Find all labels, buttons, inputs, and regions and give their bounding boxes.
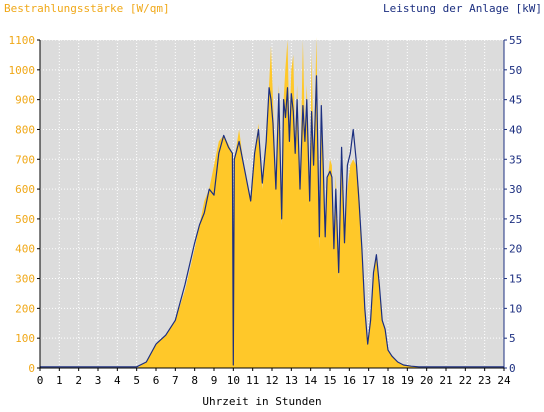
right-tick-label: 40 (509, 123, 522, 136)
x-tick-label: 11 (246, 374, 259, 387)
x-tick-label: 10 (227, 374, 240, 387)
left-tick-label: 600 (15, 183, 35, 196)
left-tick-label: 400 (15, 243, 35, 256)
right-tick-label: 35 (509, 153, 522, 166)
x-tick-label: 14 (304, 374, 318, 387)
left-tick-label: 700 (15, 153, 35, 166)
x-tick-label: 20 (420, 374, 433, 387)
x-tick-label: 4 (114, 374, 121, 387)
irradiance-area (40, 37, 504, 368)
left-tick-label: 300 (15, 273, 35, 286)
right-tick-label: 15 (509, 273, 522, 286)
right-tick-label: 30 (509, 183, 522, 196)
left-tick-label: 1100 (9, 34, 36, 47)
x-tick-label: 16 (343, 374, 356, 387)
right-axis-title: Leistung der Anlage [kW] (383, 2, 542, 15)
x-tick-label: 21 (439, 374, 452, 387)
right-tick-label: 25 (509, 213, 522, 226)
x-tick-label: 18 (381, 374, 394, 387)
x-tick-label: 13 (285, 374, 298, 387)
x-tick-label: 23 (478, 374, 491, 387)
left-tick-label: 200 (15, 302, 35, 315)
right-tick-label: 0 (509, 362, 516, 375)
right-tick-label: 50 (509, 64, 522, 77)
left-tick-label: 900 (15, 94, 35, 107)
x-tick-label: 8 (191, 374, 198, 387)
x-tick-label: 3 (95, 374, 102, 387)
x-tick-label: 17 (362, 374, 375, 387)
x-tick-label: 5 (133, 374, 140, 387)
left-tick-label: 800 (15, 123, 35, 136)
x-tick-label: 2 (75, 374, 82, 387)
right-tick-label: 20 (509, 243, 522, 256)
x-tick-label: 6 (153, 374, 160, 387)
x-tick-label: 24 (497, 374, 511, 387)
x-tick-label: 1 (56, 374, 63, 387)
x-tick-label: 7 (172, 374, 179, 387)
x-tick-label: 12 (265, 374, 278, 387)
left-tick-label: 0 (28, 362, 35, 375)
x-axis-title: Uhrzeit in Stunden (202, 395, 321, 408)
x-tick-label: 0 (37, 374, 44, 387)
power-line (40, 75, 504, 368)
right-tick-label: 45 (509, 94, 522, 107)
left-tick-label: 100 (15, 332, 35, 345)
right-tick-label: 55 (509, 34, 522, 47)
right-tick-label: 5 (509, 332, 516, 345)
x-tick-label: 19 (401, 374, 414, 387)
left-tick-label: 500 (15, 213, 35, 226)
x-tick-label: 15 (323, 374, 336, 387)
right-tick-label: 10 (509, 302, 522, 315)
x-tick-label: 22 (459, 374, 472, 387)
x-tick-label: 9 (211, 374, 218, 387)
left-axis-title: Bestrahlungsstärke [W/qm] (4, 2, 170, 15)
left-tick-label: 1000 (9, 64, 36, 77)
